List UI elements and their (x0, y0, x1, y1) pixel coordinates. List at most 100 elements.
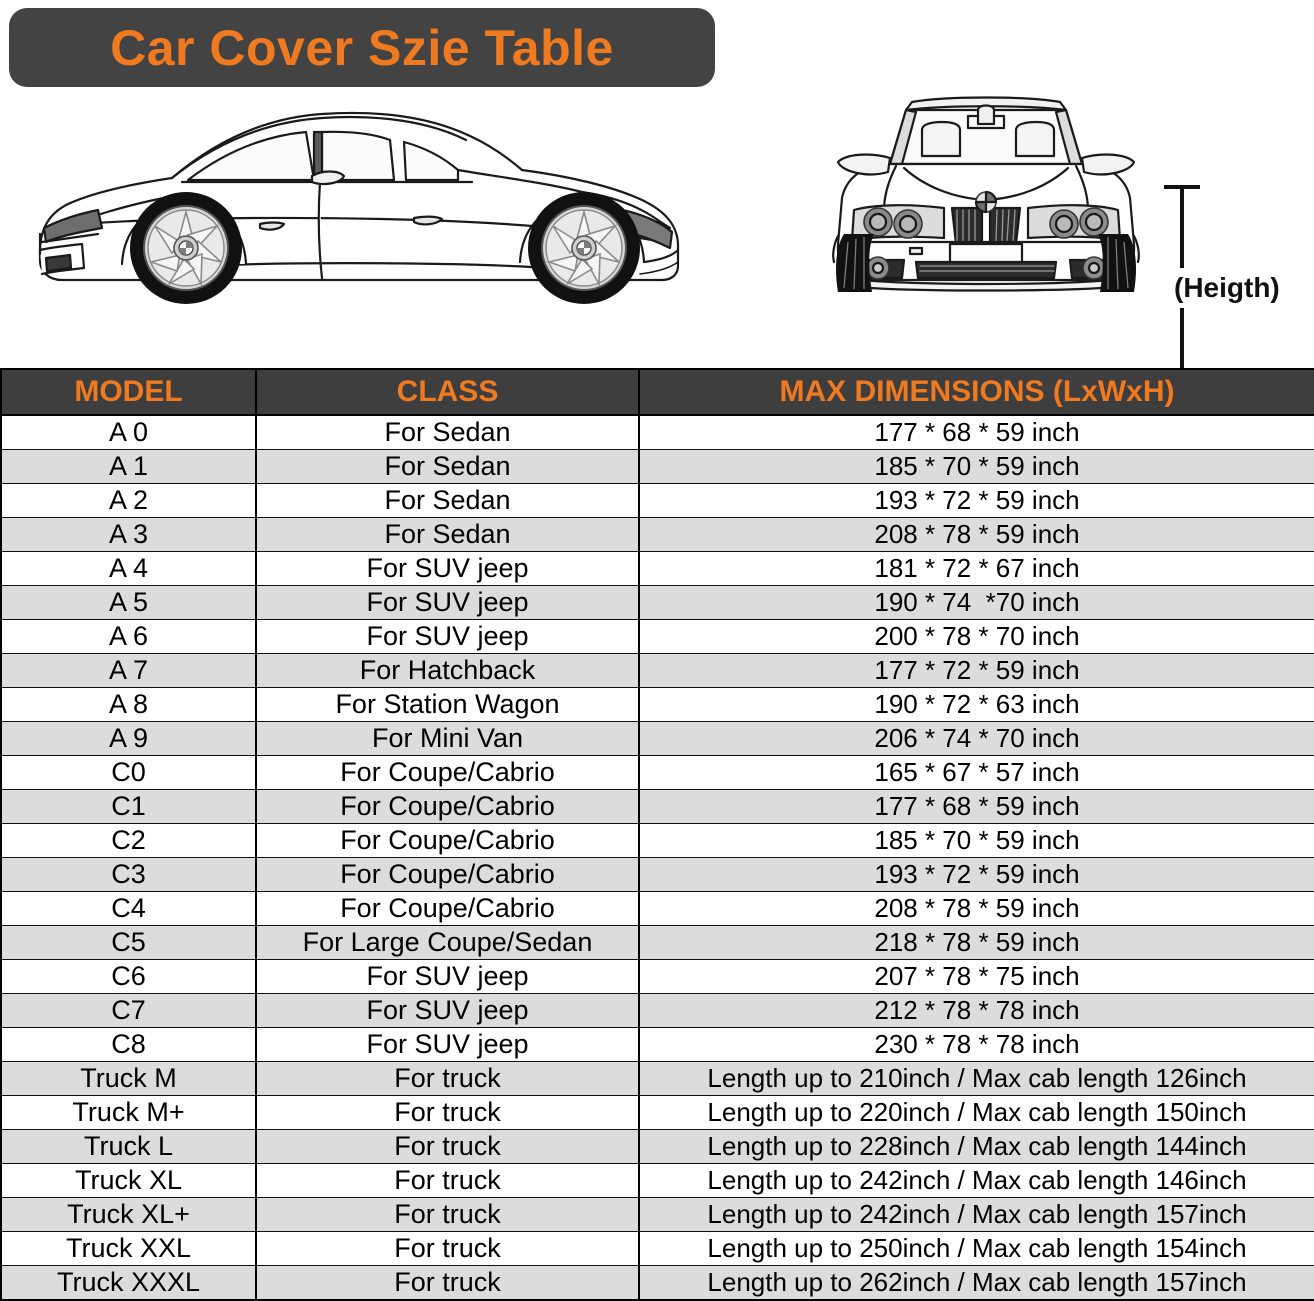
cell-model: A 1 (0, 449, 257, 484)
cell-model: C2 (0, 823, 257, 858)
table-row: C8 For SUV jeep 230 * 78 * 78 inch (0, 1027, 1314, 1062)
column-header-class: CLASS (255, 368, 640, 416)
cell-dimensions: 165 * 67 * 57 inch (638, 755, 1314, 790)
cell-class: For SUV jeep (255, 551, 640, 586)
cell-dimensions: 185 * 70 * 59 inch (638, 449, 1314, 484)
cell-model: A 7 (0, 653, 257, 688)
cell-class: For Coupe/Cabrio (255, 755, 640, 790)
cell-model: A 3 (0, 517, 257, 552)
cell-class: For Coupe/Cabrio (255, 891, 640, 926)
cell-dimensions: Length up to 242inch / Max cab length 14… (638, 1163, 1314, 1198)
table-row: C7 For SUV jeep 212 * 78 * 78 inch (0, 993, 1314, 1028)
cell-dimensions: 190 * 74 *70 inch (638, 585, 1314, 620)
cell-dimensions: Length up to 228inch / Max cab length 14… (638, 1129, 1314, 1164)
cell-model: C5 (0, 925, 257, 960)
cell-dimensions: 207 * 78 * 75 inch (638, 959, 1314, 994)
cell-model: C7 (0, 993, 257, 1028)
cell-class: For Coupe/Cabrio (255, 789, 640, 824)
cell-model: Truck M+ (0, 1095, 257, 1130)
cell-dimensions: 190 * 72 * 63 inch (638, 687, 1314, 722)
cell-model: A 4 (0, 551, 257, 586)
cell-class: For truck (255, 1231, 640, 1266)
column-header-model: MODEL (0, 368, 257, 416)
cell-dimensions: 181 * 72 * 67 inch (638, 551, 1314, 586)
cell-model: A 6 (0, 619, 257, 654)
cell-model: A 9 (0, 721, 257, 756)
cell-class: For SUV jeep (255, 993, 640, 1028)
table-row: A 4 For SUV jeep 181 * 72 * 67 inch (0, 551, 1314, 586)
front-wheel-icon (130, 192, 242, 304)
table-row: A 3 For Sedan 208 * 78 * 59 inch (0, 517, 1314, 552)
cell-model: Truck L (0, 1129, 257, 1164)
table-body: A 0 For Sedan 177 * 68 * 59 inch A 1 For Sed… (0, 414, 1314, 1301)
table-row: A 7 For Hatchback 177 * 72 * 59 inch (0, 653, 1314, 688)
cell-class: For truck (255, 1163, 640, 1198)
table-row: C4 For Coupe/Cabrio 208 * 78 * 59 inch (0, 891, 1314, 926)
table-row: A 9 For Mini Van 206 * 74 * 70 inch (0, 721, 1314, 756)
table-row: A 1 For Sedan 185 * 70 * 59 inch (0, 449, 1314, 484)
cell-class: For truck (255, 1197, 640, 1232)
front-right-tyre-icon (1098, 234, 1136, 292)
cell-model: Truck XL+ (0, 1197, 257, 1232)
cell-class: For Coupe/Cabrio (255, 857, 640, 892)
cell-dimensions: 193 * 72 * 59 inch (638, 857, 1314, 892)
car-diagram-area: L (Length) W (Width) (Heigth) (0, 88, 1314, 452)
table-row: A 5 For SUV jeep 190 * 74 *70 inch (0, 585, 1314, 620)
table-row: C0 For Coupe/Cabrio 165 * 67 * 57 inch (0, 755, 1314, 790)
cell-model: C8 (0, 1027, 257, 1062)
cell-model: C1 (0, 789, 257, 824)
cell-dimensions: 177 * 68 * 59 inch (638, 414, 1314, 450)
table-row: A 0 For Sedan 177 * 68 * 59 inch (0, 414, 1314, 450)
table-header-row: MODEL CLASS MAX DIMENSIONS (LxWxH) (0, 368, 1314, 416)
cell-model: A 8 (0, 687, 257, 722)
table-row: A 2 For Sedan 193 * 72 * 59 inch (0, 483, 1314, 518)
cell-class: For SUV jeep (255, 959, 640, 994)
cell-dimensions: 193 * 72 * 59 inch (638, 483, 1314, 518)
cell-class: For SUV jeep (255, 619, 640, 654)
table-row: C2 For Coupe/Cabrio 185 * 70 * 59 inch (0, 823, 1314, 858)
table-row: C3 For Coupe/Cabrio 193 * 72 * 59 inch (0, 857, 1314, 892)
table-row: Truck L For truck Length up to 228inch / M… (0, 1129, 1314, 1164)
cell-class: For Coupe/Cabrio (255, 823, 640, 858)
cell-class: For SUV jeep (255, 1027, 640, 1062)
cell-dimensions: 208 * 78 * 59 inch (638, 517, 1314, 552)
cell-model: C4 (0, 891, 257, 926)
table-row: C6 For SUV jeep 207 * 78 * 75 inch (0, 959, 1314, 994)
cell-model: Truck M (0, 1061, 257, 1096)
cell-class: For Sedan (255, 449, 640, 484)
cell-class: For Mini Van (255, 721, 640, 756)
cell-dimensions: 212 * 78 * 78 inch (638, 993, 1314, 1028)
cell-dimensions: 200 * 78 * 70 inch (638, 619, 1314, 654)
table-row: C5 For Large Coupe/Sedan 218 * 78 * 59 inc… (0, 925, 1314, 960)
cell-dimensions: 177 * 72 * 59 inch (638, 653, 1314, 688)
cell-dimensions: 230 * 78 * 78 inch (638, 1027, 1314, 1062)
car-front-view-icon (832, 96, 1140, 292)
cell-model: Truck XXL (0, 1231, 257, 1266)
cell-dimensions: 185 * 70 * 59 inch (638, 823, 1314, 858)
table-row: C1 For Coupe/Cabrio 177 * 68 * 59 inch (0, 789, 1314, 824)
table-row: Truck M For truck Length up to 210inch / M… (0, 1061, 1314, 1096)
table-row: A 6 For SUV jeep 200 * 78 * 70 inch (0, 619, 1314, 654)
car-cover-size-table: MODEL CLASS MAX DIMENSIONS (LxWxH) A 0 Fo… (0, 368, 1314, 1301)
table-row: Truck XL+ For truck Length up to 242inch /… (0, 1197, 1314, 1232)
cell-model: A 0 (0, 414, 257, 450)
height-dimension-tick-top (1164, 185, 1200, 189)
table-row: Truck XXL For truck Length up to 250inch /… (0, 1231, 1314, 1266)
table-row: A 8 For Station Wagon 190 * 72 * 63 inch (0, 687, 1314, 722)
cell-dimensions: 218 * 78 * 59 inch (638, 925, 1314, 960)
table-row: Truck M+ For truck Length up to 220inch / … (0, 1095, 1314, 1130)
title-banner: Car Cover Szie Table (9, 8, 715, 87)
cell-model: A 2 (0, 483, 257, 518)
cell-dimensions: Length up to 210inch / Max cab length 12… (638, 1061, 1314, 1096)
cell-model: C0 (0, 755, 257, 790)
cell-class: For Station Wagon (255, 687, 640, 722)
cell-class: For truck (255, 1095, 640, 1130)
column-header-dimensions: MAX DIMENSIONS (LxWxH) (638, 368, 1314, 416)
cell-class: For Large Coupe/Sedan (255, 925, 640, 960)
cell-class: For Sedan (255, 483, 640, 518)
cell-dimensions: 206 * 74 * 70 inch (638, 721, 1314, 756)
table-row: Truck XL For truck Length up to 242inch / … (0, 1163, 1314, 1198)
cell-class: For truck (255, 1061, 640, 1096)
cell-dimensions: 177 * 68 * 59 inch (638, 789, 1314, 824)
cell-class: For Sedan (255, 414, 640, 450)
